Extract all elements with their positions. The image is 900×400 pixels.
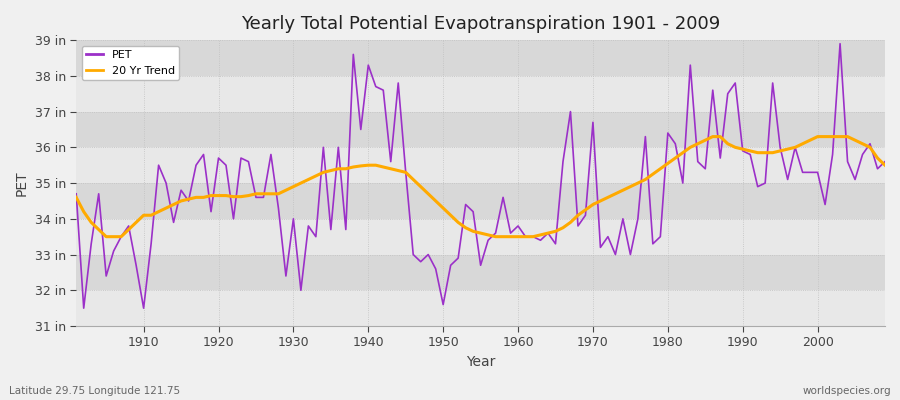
Bar: [76, 219, 885, 254]
Title: Yearly Total Potential Evapotranspiration 1901 - 2009: Yearly Total Potential Evapotranspiratio…: [241, 15, 720, 33]
Text: worldspecies.org: worldspecies.org: [803, 386, 891, 396]
Bar: [76, 290, 885, 326]
Text: Latitude 29.75 Longitude 121.75: Latitude 29.75 Longitude 121.75: [9, 386, 180, 396]
Bar: [76, 183, 885, 219]
Y-axis label: PET: PET: [15, 170, 29, 196]
Bar: [76, 40, 885, 76]
Bar: [76, 76, 885, 112]
Legend: PET, 20 Yr Trend: PET, 20 Yr Trend: [82, 46, 179, 80]
X-axis label: Year: Year: [466, 355, 495, 369]
Bar: [76, 254, 885, 290]
Bar: [76, 112, 885, 147]
Bar: [76, 147, 885, 183]
